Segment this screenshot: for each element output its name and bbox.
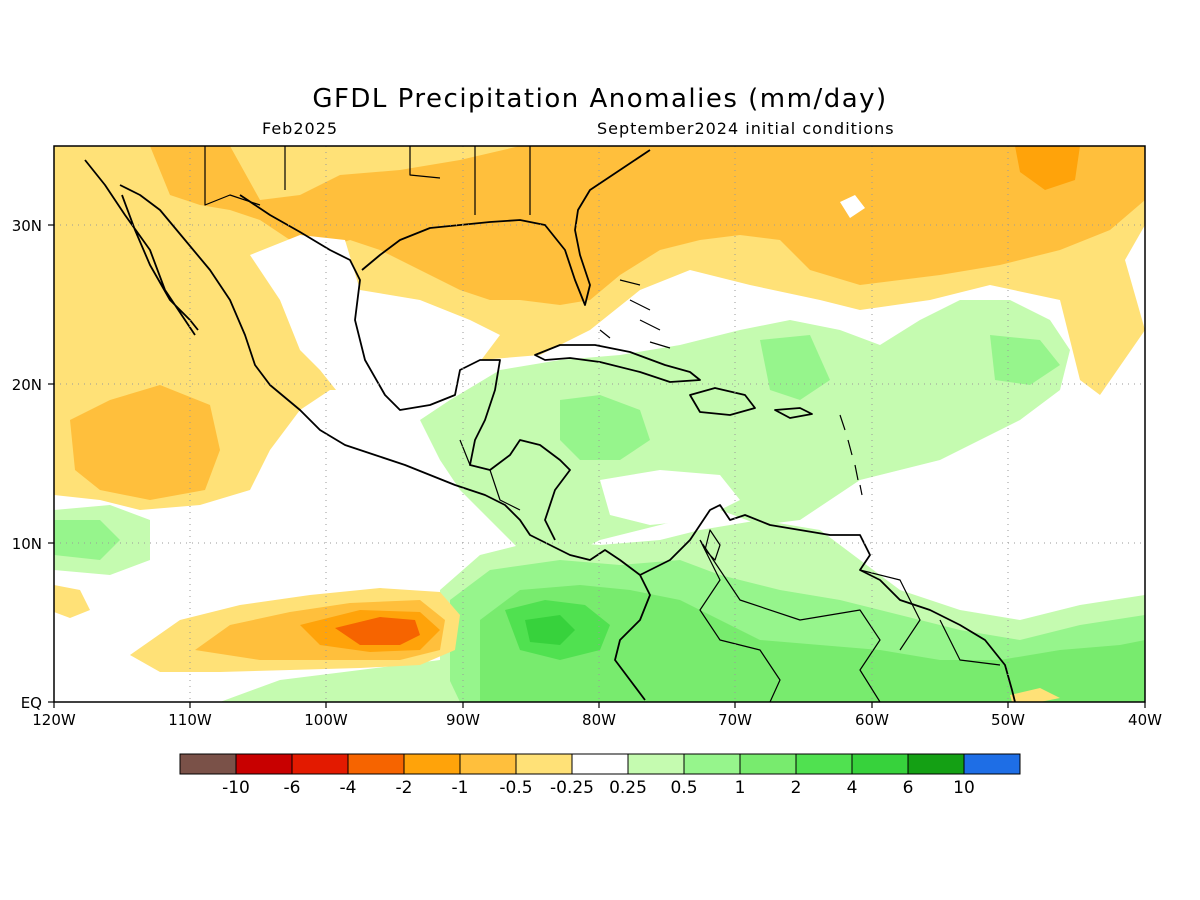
lon-label-50w: 50W: [991, 711, 1025, 729]
colorbar-swatch: [795, 753, 853, 775]
colorbar-swatch: [683, 753, 741, 775]
colorbar-swatch: [347, 753, 405, 775]
wet-core-west-pacific: [54, 520, 120, 560]
colorbar-swatch: [235, 753, 293, 775]
lon-label-110w: 110W: [168, 711, 212, 729]
colorbar-label: -1: [452, 778, 469, 798]
colorbar-swatch: [851, 753, 909, 775]
lat-label-10n: 10N: [12, 535, 42, 553]
lat-label-30n: 30N: [12, 217, 42, 235]
dry-patch-east-edge: [1010, 688, 1060, 702]
map-title: GFDL Precipitation Anomalies (mm/day): [312, 84, 888, 114]
colorbar-label: 10: [953, 778, 975, 798]
cuba-coastline: [534, 344, 701, 383]
colorbar-label: 4: [847, 778, 858, 798]
lon-label-70w: 70W: [718, 711, 752, 729]
gulf-neutral-area: [250, 235, 500, 395]
dry-patch-west-edge: [54, 585, 90, 618]
dry-core-gulf: [150, 146, 1145, 305]
lon-label-40w: 40W: [1128, 711, 1162, 729]
colorbar-swatch: [291, 753, 349, 775]
colorbar-swatch: [403, 753, 461, 775]
wet-region-south-core: [480, 585, 1145, 702]
north-america-coastline: [84, 159, 651, 701]
lon-label-100w: 100W: [304, 711, 348, 729]
puerto-rico-coastline: [774, 407, 813, 419]
colorbar-swatches: [179, 753, 1021, 775]
colorbar-label: -4: [340, 778, 357, 798]
dry-tongue-itcz-peak: [335, 617, 420, 645]
colorbar-label: -2: [396, 778, 413, 798]
wet-region-caribbean: [420, 300, 1070, 560]
colorbar-swatch: [459, 753, 517, 775]
colorbar-label: -6: [284, 778, 301, 798]
colorbar-label: -0.5: [499, 778, 532, 798]
wet-patch-caribbean: [560, 395, 650, 460]
colorbar-label: 2: [791, 778, 802, 798]
wet-strip-south-pacific: [220, 660, 460, 702]
latitude-labels: EQ 10N 20N 30N: [12, 217, 42, 712]
lon-label-90w: 90W: [446, 711, 480, 729]
lon-label-120w: 120W: [32, 711, 76, 729]
colorbar-swatch: [179, 753, 237, 775]
colorbar-labels: -10 -6 -4 -2 -1 -0.5 -0.25 0.25 0.5 1 2 4 6 10: [222, 778, 975, 798]
neutral-pocket-atlantic: [840, 195, 865, 218]
colorbar-label: -0.25: [550, 778, 594, 798]
colorbar-label: 6: [903, 778, 914, 798]
neutral-pocket-pacific: [220, 545, 360, 575]
caribbean-neutral-area: [600, 470, 740, 525]
lat-label-20n: 20N: [12, 376, 42, 394]
south-america-coastline: [639, 504, 1016, 702]
longitude-labels: 120W 110W 100W 90W 80W 70W 60W 50W 40W: [32, 711, 1162, 729]
anomaly-field: [54, 146, 1145, 702]
colorbar-label: 0.5: [670, 778, 697, 798]
colorbar-swatch: [571, 753, 629, 775]
lesser-antilles-islands: [839, 414, 863, 496]
colorbar-label: -10: [222, 778, 250, 798]
colorbar-swatch: [627, 753, 685, 775]
lon-label-80w: 80W: [582, 711, 616, 729]
hispaniola-coastline: [689, 387, 756, 416]
gulf-coastline: [239, 149, 651, 541]
wet-patch-atlantic: [990, 335, 1060, 385]
colorbar-swatch: [963, 753, 1021, 775]
dry-core-pacific-north: [70, 385, 220, 500]
colorbar-label: 1: [735, 778, 746, 798]
lon-label-60w: 60W: [855, 711, 889, 729]
colorbar: -10 -6 -4 -2 -1 -0.5 -0.25 0.25 0.5 1 2 4 6 10: [179, 753, 1021, 798]
wet-patch-lesser-antilles: [760, 335, 830, 400]
colorbar-swatch: [515, 753, 573, 775]
coastlines: [84, 146, 1016, 702]
axis-ticks: [48, 224, 1146, 708]
country-borders: [204, 146, 1001, 702]
colorbar-swatch: [907, 753, 965, 775]
wet-region-panama-peak: [525, 615, 575, 645]
colorbar-swatch: [739, 753, 797, 775]
colorbar-label: 0.25: [609, 778, 647, 798]
lake-maracaibo: [704, 529, 721, 561]
valid-month-label: Feb2025: [262, 119, 339, 138]
init-conditions-label: September2024 initial conditions: [597, 119, 895, 138]
florida-keys-islands: [599, 279, 671, 349]
dry-core-atlantic: [1015, 146, 1080, 190]
lat-label-eq: EQ: [21, 694, 42, 712]
